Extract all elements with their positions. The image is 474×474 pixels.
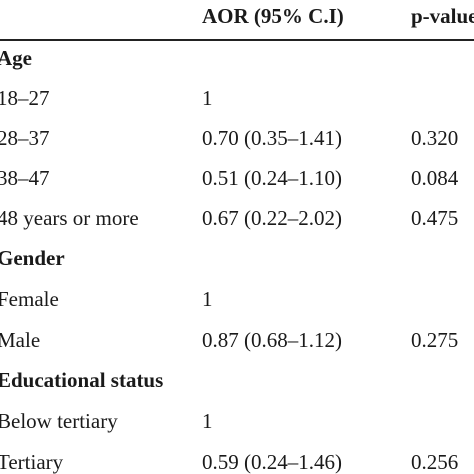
table-row: 48 years or more 0.67 (0.22–2.02) 0.475	[0, 206, 474, 246]
table-header: AOR (95% C.I) p-value	[0, 0, 474, 40]
aor-value: 0.51 (0.24–1.10)	[202, 166, 342, 190]
table-row: Female 1	[0, 287, 474, 327]
row-label: 18–27	[0, 86, 50, 110]
aor-value: 0.70 (0.35–1.41)	[202, 126, 342, 150]
aor-value: 1	[202, 287, 213, 311]
aor-value: 1	[202, 409, 213, 433]
section-row: Educational status	[0, 368, 474, 408]
header-rule	[0, 39, 474, 41]
aor-value: 0.87 (0.68–1.12)	[202, 328, 342, 352]
aor-value: 0.67 (0.22–2.02)	[202, 206, 342, 230]
table-row: 28–37 0.70 (0.35–1.41) 0.320	[0, 126, 474, 166]
p-value: 0.275	[411, 328, 459, 352]
row-label: 48 years or more	[0, 206, 139, 230]
row-label: Below tertiary	[0, 409, 118, 433]
aor-value: 0.59 (0.24–1.46)	[202, 450, 342, 474]
table-row: Below tertiary 1	[0, 409, 474, 449]
section-row: Age	[0, 46, 474, 86]
table-row: 38–47 0.51 (0.24–1.10) 0.084	[0, 166, 474, 206]
row-label: Male	[0, 328, 41, 352]
row-label: Tertiary	[0, 450, 64, 474]
header-aor: AOR (95% C.I)	[202, 4, 344, 28]
p-value: 0.256	[411, 450, 459, 474]
p-value: 0.475	[411, 206, 459, 230]
row-label: 28–37	[0, 126, 50, 150]
row-label: 38–47	[0, 166, 50, 190]
table-row: Male 0.87 (0.68–1.12) 0.275	[0, 328, 474, 368]
table-row: 18–27 1	[0, 86, 474, 126]
row-label: Female	[0, 287, 59, 311]
section-label: Gender	[0, 246, 65, 270]
aor-value: 1	[202, 86, 213, 110]
p-value: 0.084	[411, 166, 459, 190]
p-value: 0.320	[411, 126, 459, 150]
header-p-value: p-value	[411, 4, 474, 28]
section-label: Educational status	[0, 368, 164, 392]
section-label: Age	[0, 46, 32, 70]
table-row: Tertiary 0.59 (0.24–1.46) 0.256	[0, 450, 474, 474]
section-row: Gender	[0, 246, 474, 286]
